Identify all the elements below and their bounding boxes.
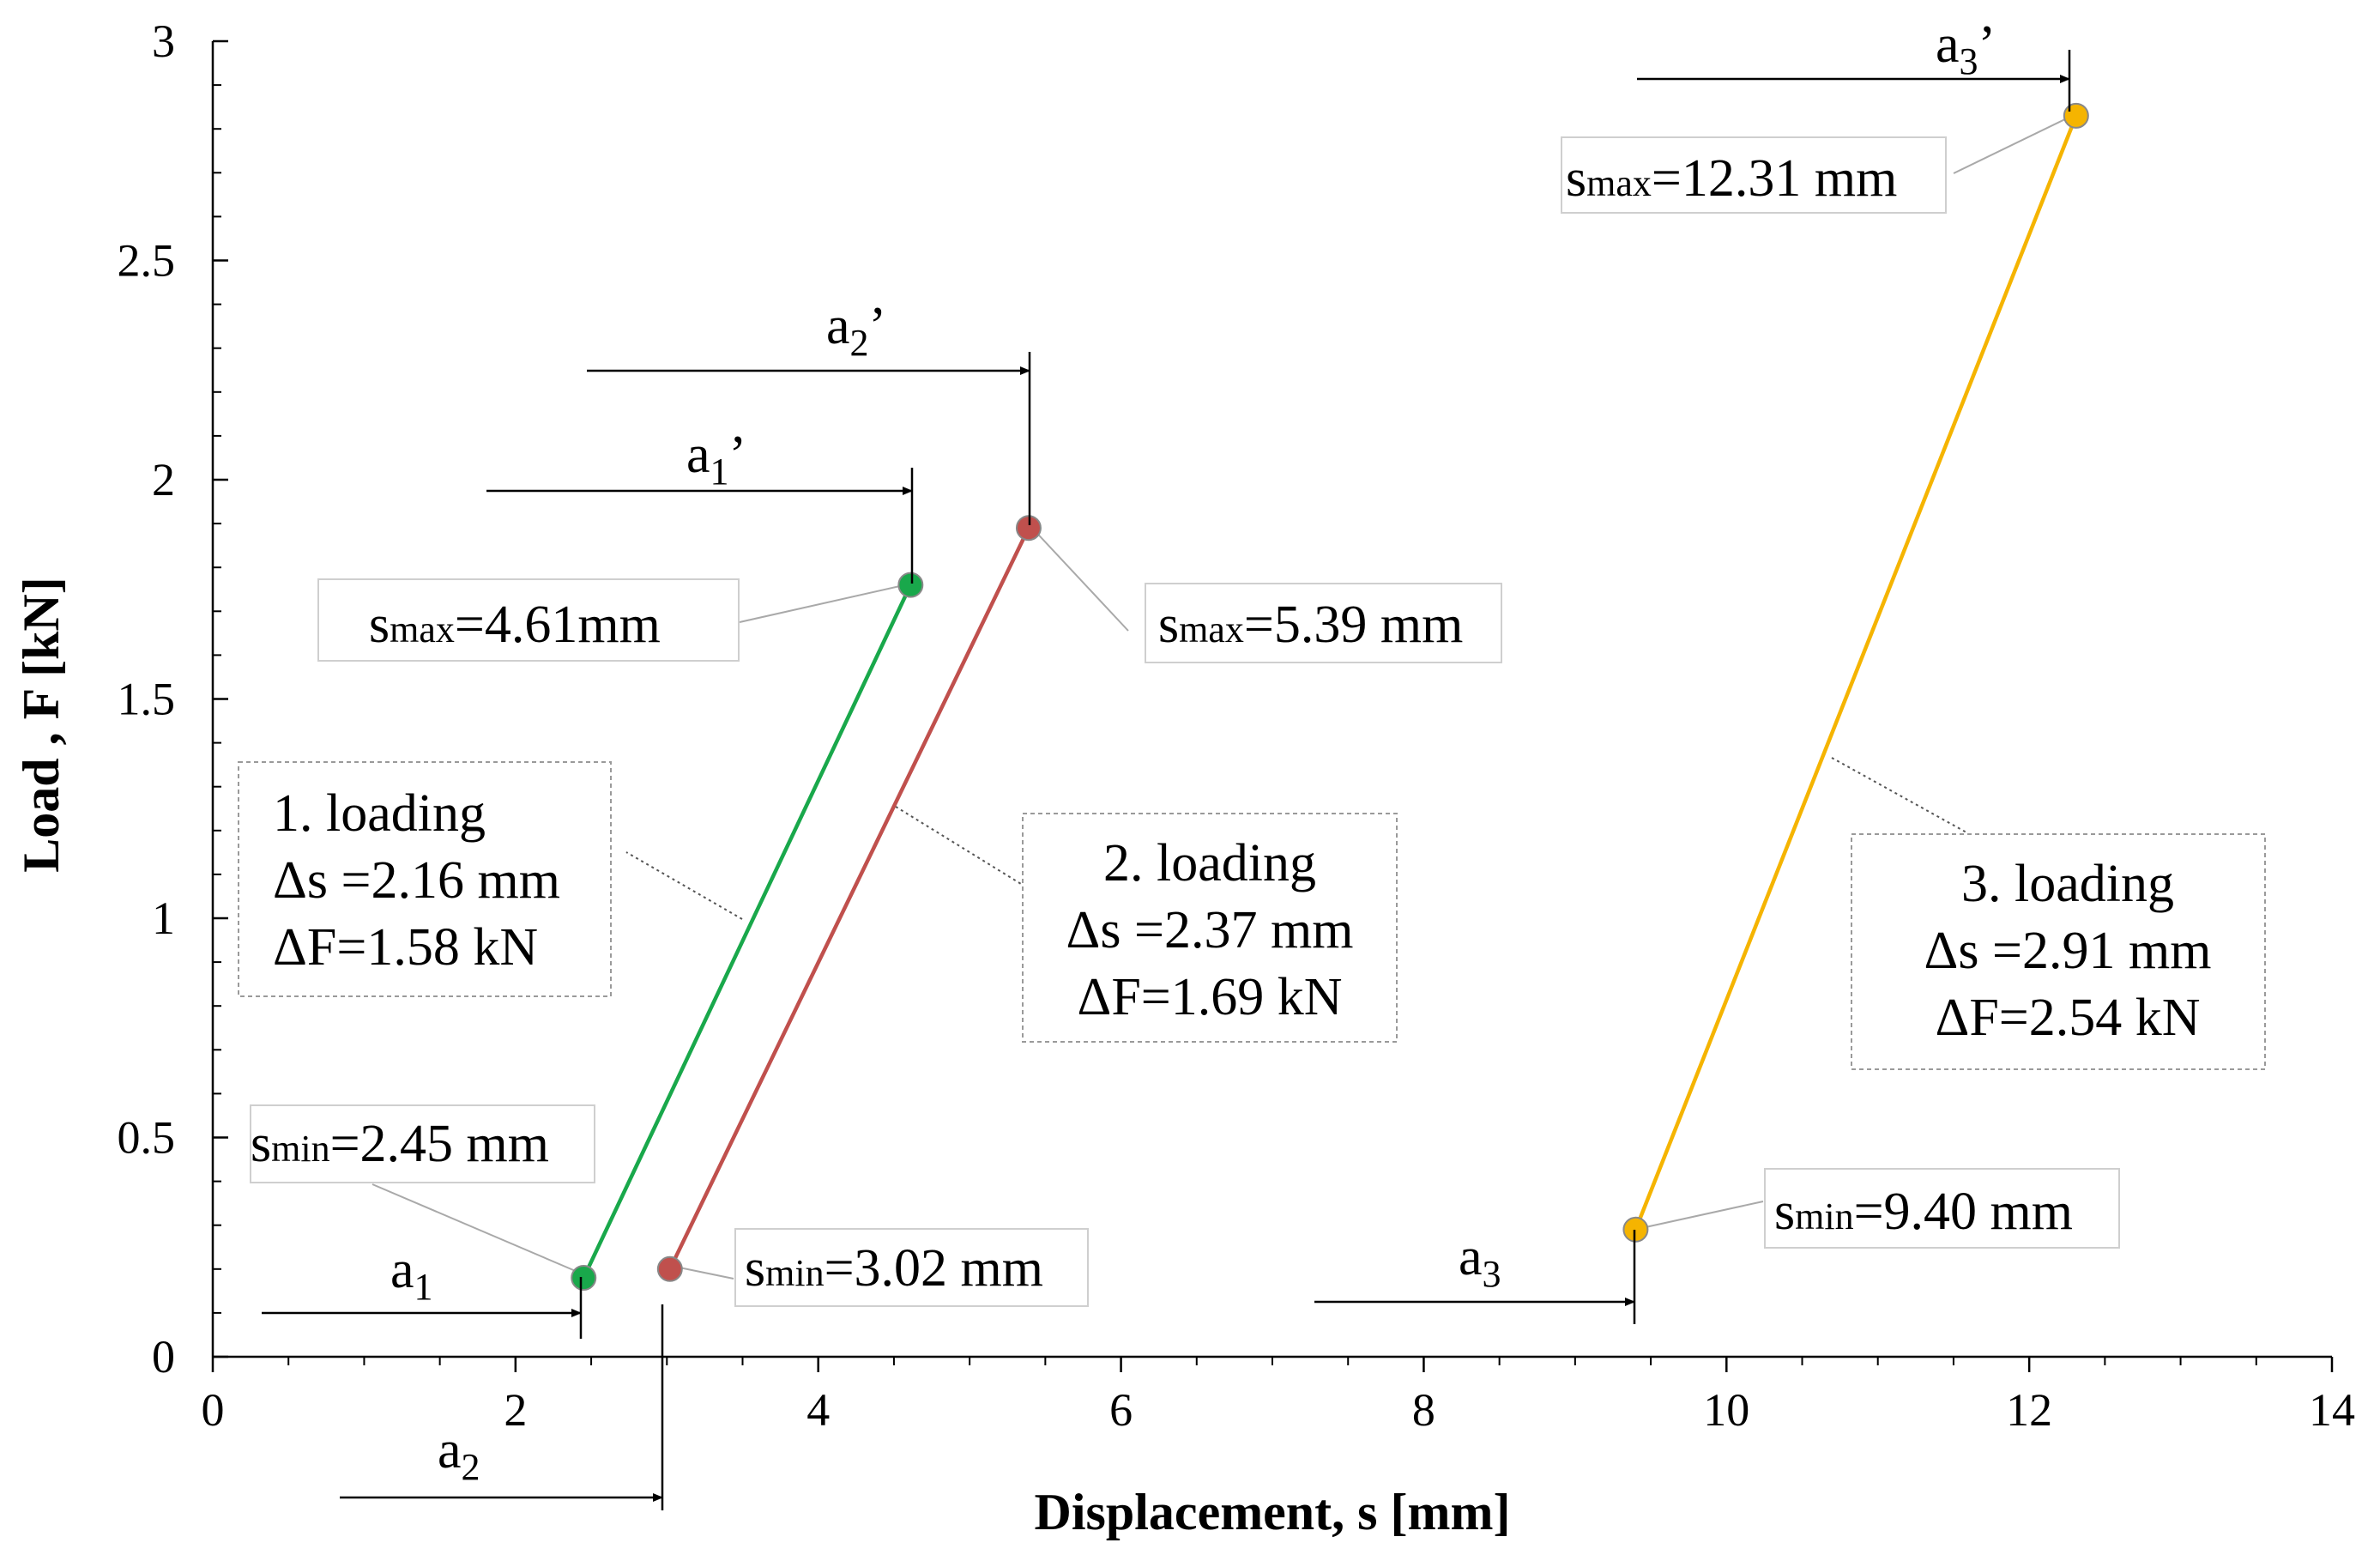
y-tick-label: 2 [152, 454, 175, 505]
x-tick-label: 2 [504, 1384, 527, 1436]
smax-label-2: smax=5.39 mm [1158, 596, 1463, 654]
smin-leader-line [1645, 1201, 1764, 1228]
a-prime-label-1-subscript: 1 [710, 451, 729, 493]
start-point-marker-3 [1622, 1216, 1649, 1243]
series-line-3 [1634, 115, 2078, 1231]
x-tick-label: 12 [2006, 1384, 2052, 1436]
y-tick-label: 3 [152, 15, 175, 67]
smax-label-2-sub: max [1179, 608, 1244, 650]
y-tick-label: 1 [152, 892, 175, 944]
end-point-marker-1 [897, 572, 924, 598]
smin-label-3-sub: min [1795, 1195, 1853, 1237]
loading-label-line: Δs =2.91 mm [1924, 922, 2212, 980]
smin-label-3-s: s [1774, 1183, 1795, 1241]
loading-label-line: ΔF=1.69 kN [1077, 968, 1342, 1026]
smin-label-2-s: s [745, 1239, 765, 1298]
smax-label-1-rest: =4.61mm [455, 596, 661, 654]
x-tick-label: 6 [1109, 1384, 1133, 1436]
x-tick-label: 0 [202, 1384, 225, 1436]
loading-label-line: ΔF=1.58 kN [273, 918, 538, 977]
a-label-2: a2 [438, 1421, 480, 1488]
end-point-marker-3 [2063, 102, 2089, 129]
a-label-1-base: a [390, 1241, 414, 1299]
y-tick-label: 2.5 [118, 235, 176, 287]
a-label-3-subscript: 3 [1483, 1253, 1501, 1295]
smax-label-3-s: s [1566, 149, 1586, 208]
smin-box-2 [734, 1228, 1089, 1307]
loading-label-line: ΔF=2.54 kN [1935, 989, 2200, 1047]
smin-label-1: smin=2.45 mm [251, 1115, 549, 1173]
smax-label-3-sub: max [1586, 162, 1652, 204]
x-tick-label: 8 [1412, 1384, 1435, 1436]
smax-box-3 [1561, 136, 1947, 214]
a-prime-label-1-base: a [686, 426, 710, 484]
smin-label-1-rest: =2.45 mm [330, 1115, 549, 1173]
loading-leader-line [1831, 757, 1967, 833]
a-prime-label-2: a2’ [826, 297, 886, 364]
smin-label-2-sub: min [765, 1252, 824, 1294]
y-tick-label: 1.5 [118, 674, 176, 725]
y-tick-label: 0 [152, 1331, 175, 1383]
a-label-2-subscript: 2 [462, 1446, 480, 1488]
smax-leader-line [1953, 115, 2073, 174]
y-tick-label: 0.5 [118, 1112, 176, 1164]
smax-label-1-s: s [369, 596, 390, 654]
a-prime-label-3-subscript: 3 [1960, 40, 1978, 82]
smin-label-1-s: s [251, 1115, 271, 1173]
y-axis-title: Load , F [kN] [13, 577, 69, 872]
loading-label-line: 1. loading [273, 784, 486, 843]
x-tick-label: 14 [2309, 1384, 2355, 1436]
loading-label-line: Δs =2.37 mm [1066, 901, 1354, 959]
a-prime-label-1-prime: ’ [729, 426, 747, 484]
smax-label-1-sub: max [390, 608, 455, 650]
smin-box-1 [250, 1104, 595, 1183]
smax-leader-line [1029, 524, 1129, 632]
smin-label-3-rest: =9.40 mm [1854, 1183, 2073, 1241]
a-prime-label-2-base: a [826, 297, 850, 355]
series-line-1 [582, 584, 913, 1279]
a-label-2-base: a [438, 1421, 462, 1479]
start-point-marker-1 [571, 1265, 597, 1292]
a-prime-label-3-prime: ’ [1978, 15, 1996, 74]
smax-label-1: smax=4.61mm [369, 596, 661, 654]
smin-label-3: smin=9.40 mm [1774, 1183, 2073, 1241]
smax-box-2 [1145, 583, 1502, 663]
a-prime-label-3: a3’ [1936, 15, 1996, 82]
loading-label-line: Δs =2.16 mm [273, 851, 560, 910]
a-label-3: a3 [1459, 1228, 1501, 1295]
start-point-marker-2 [656, 1255, 683, 1282]
smin-label-2-rest: =3.02 mm [825, 1239, 1043, 1298]
smax-leader-line [739, 583, 912, 623]
smin-box-3 [1764, 1168, 2120, 1249]
loading-box-1 [238, 761, 612, 997]
loading-box-3 [1851, 833, 2266, 1070]
series-line-2 [667, 527, 1030, 1270]
a-prime-label-1: a1’ [686, 426, 746, 493]
loading-label-line: 3. loading [1961, 855, 2174, 913]
loading-leader-line [625, 851, 743, 920]
smax-label-3: smax=12.31 mm [1566, 149, 1897, 208]
smax-box-1 [317, 578, 740, 662]
smin-label-2: smin=3.02 mm [745, 1239, 1043, 1298]
a-label-1-subscript: 1 [414, 1266, 433, 1308]
a-label-1: a1 [390, 1241, 433, 1308]
a-prime-label-2-prime: ’ [869, 297, 887, 355]
loading-leader-line [895, 806, 1022, 885]
smin-leader-line [371, 1183, 584, 1275]
x-axis-title: Displacement, s [mm] [1035, 1484, 1511, 1540]
smax-label-3-rest: =12.31 mm [1652, 149, 1897, 208]
a-label-3-base: a [1459, 1228, 1483, 1286]
loading-label-line: 2. loading [1103, 834, 1316, 892]
smax-label-2-rest: =5.39 mm [1244, 596, 1463, 654]
smax-label-2-s: s [1158, 596, 1179, 654]
x-tick-label: 4 [806, 1384, 830, 1436]
a-prime-label-3-base: a [1936, 15, 1960, 74]
loading-box-2 [1022, 813, 1398, 1043]
a-prime-label-2-subscript: 2 [850, 322, 869, 364]
smin-label-1-sub: min [271, 1128, 329, 1170]
x-tick-label: 10 [1703, 1384, 1749, 1436]
